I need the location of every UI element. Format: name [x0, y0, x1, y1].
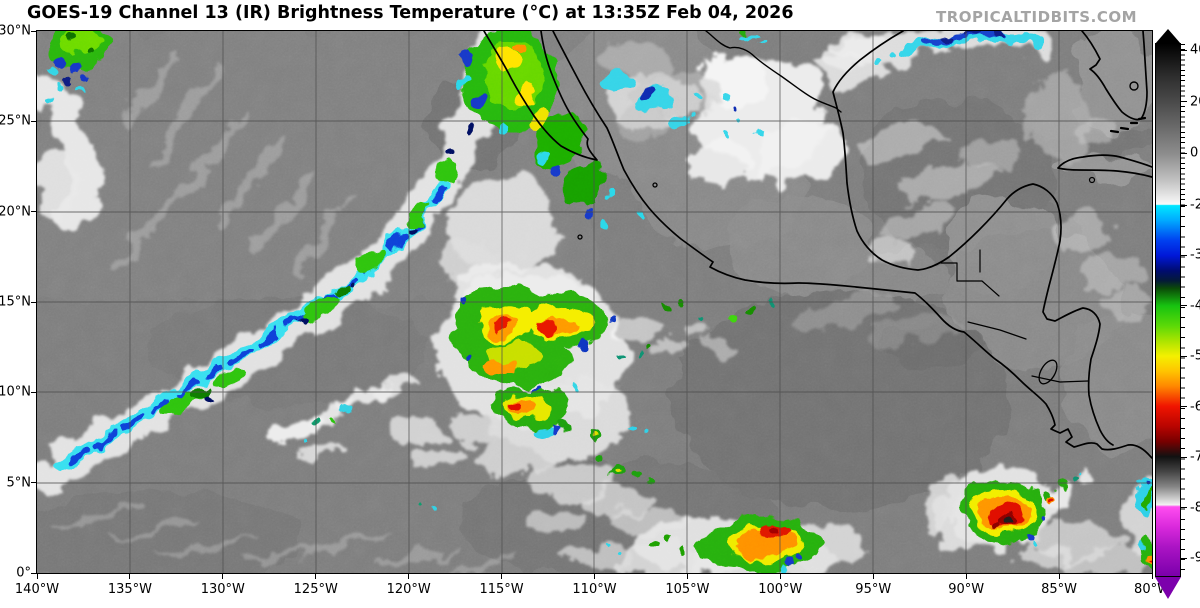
colorbar-tick-label: -20	[1190, 197, 1200, 213]
lon-tick-label: 135°W	[107, 582, 152, 597]
lon-tick-label: 140°W	[14, 582, 60, 597]
lon-tick-label: 90°W	[948, 582, 985, 597]
isla-juventud	[1088, 176, 1096, 184]
gulf-coast	[832, 31, 1114, 446]
lon-tick-label: 125°W	[293, 582, 338, 597]
lon-tick-mark	[222, 574, 224, 579]
colorbar-tick-mark	[1181, 152, 1187, 154]
colorbar-tick-mark	[1181, 254, 1187, 256]
colorbar-tick-mark	[1181, 101, 1187, 103]
florida-keys	[1109, 116, 1147, 134]
baja-california-coast	[483, 31, 598, 161]
lat-tick-label: 30°N	[0, 23, 31, 39]
colorbar-tick-mark	[1181, 204, 1187, 206]
coastlines	[483, 31, 1152, 459]
lat-tick-label: 5°N	[6, 475, 32, 491]
colorbar-tick-label: -40	[1190, 298, 1200, 314]
colorbar-tick-label: -30	[1190, 247, 1200, 263]
rio-grande-border	[705, 31, 842, 113]
colorbar-minor-ticks-top	[1181, 44, 1185, 206]
lake-nicaragua	[1038, 359, 1058, 385]
mexico-pacific-coast	[552, 31, 1152, 459]
lon-tick-mark	[501, 574, 503, 579]
islas-marias	[652, 182, 658, 188]
lat-tick-mark	[31, 572, 36, 574]
lake-okeechobee	[1129, 81, 1139, 91]
colorbar-tick-mark	[1181, 507, 1187, 509]
lat-tick-mark	[31, 120, 36, 122]
lat-tick-mark	[31, 482, 36, 484]
lon-tick-mark	[594, 574, 595, 579]
lat-tick-mark	[31, 391, 36, 393]
colorbar-tick-mark	[1181, 355, 1187, 357]
lat-tick-label: 0°	[16, 565, 31, 581]
colorbar-tick-label: 20	[1190, 94, 1200, 110]
colorbar-tick-label: -50	[1190, 348, 1200, 364]
colorbar-tick-label: 0	[1190, 145, 1199, 161]
page-title: GOES-19 Channel 13 (IR) Brightness Tempe…	[27, 3, 794, 23]
colorbar-tick-mark	[1181, 406, 1187, 408]
lon-tick-label: 130°W	[200, 582, 245, 597]
lat-tick-label: 10°N	[0, 384, 31, 400]
watermark: TROPICALTIDBITS.COM	[936, 8, 1137, 26]
colorbar-tick-mark	[1181, 305, 1187, 307]
lat-tick-mark	[31, 30, 36, 32]
colorbar-tick-label: -60	[1190, 399, 1200, 415]
lon-tick-mark	[129, 574, 131, 579]
satellite-map	[37, 31, 1152, 573]
lat-tick-label: 25°N	[0, 113, 31, 129]
gridlines	[37, 31, 1152, 573]
lon-tick-mark	[686, 574, 688, 579]
colorbar-minor-ticks-bottom	[1181, 206, 1185, 578]
central-america-borders	[940, 249, 1089, 383]
colorbar-tick-label: -70	[1190, 449, 1200, 465]
lon-tick-label: 105°W	[665, 582, 710, 597]
lon-tick-mark	[1058, 574, 1060, 579]
colorbar-tick-mark	[1181, 49, 1187, 51]
colorbar-tick-label: -80	[1190, 500, 1200, 516]
lon-tick-mark	[872, 574, 874, 579]
lon-tick-mark	[315, 574, 317, 579]
lon-tick-label: 95°W	[855, 582, 892, 597]
lon-tick-label: 120°W	[386, 582, 431, 597]
lon-tick-label: 115°W	[479, 582, 524, 597]
island-socorro	[577, 234, 583, 240]
lon-tick-label: 100°W	[758, 582, 803, 597]
lon-tick-mark	[965, 574, 967, 579]
lat-tick-mark	[31, 211, 36, 213]
lat-tick-label: 15°N	[0, 294, 31, 310]
lon-tick-label: 110°W	[572, 582, 617, 597]
lon-tick-mark	[36, 574, 38, 579]
colorbar-tick-label: -90	[1190, 550, 1200, 566]
colorbar-tick-label: 40	[1190, 42, 1200, 58]
map-frame	[36, 30, 1153, 574]
lon-tick-mark	[1151, 574, 1153, 579]
lat-tick-label: 20°N	[0, 204, 31, 220]
lon-tick-mark	[779, 574, 781, 579]
colorbar-arrow-top	[1155, 29, 1181, 44]
colorbar-gradient	[1155, 43, 1185, 578]
colorbar-tick-mark	[1181, 557, 1187, 559]
lon-tick-mark	[408, 574, 410, 579]
lat-tick-mark	[31, 301, 36, 303]
cuba-coast	[1057, 154, 1152, 178]
colorbar-tick-mark	[1181, 456, 1187, 458]
florida-coast	[1081, 31, 1148, 121]
lon-tick-label: 85°W	[1041, 582, 1078, 597]
